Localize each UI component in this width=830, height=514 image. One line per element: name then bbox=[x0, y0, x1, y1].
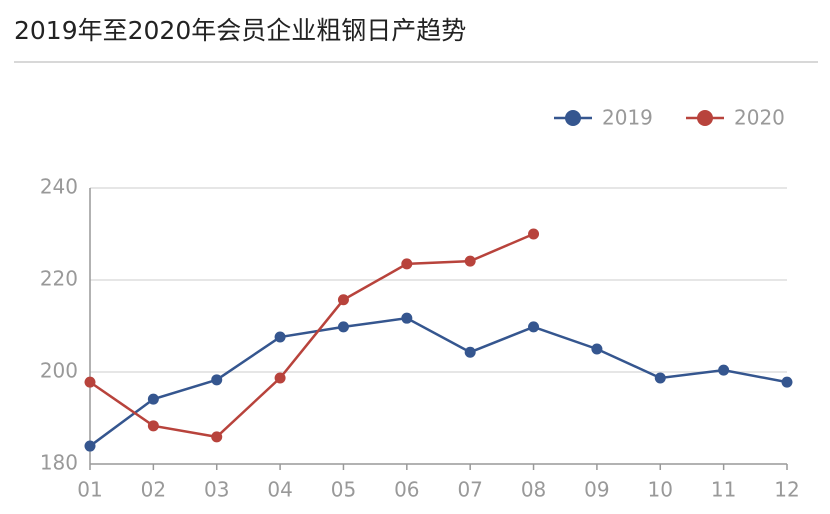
data-point bbox=[211, 374, 223, 386]
data-point bbox=[84, 376, 96, 388]
x-tick-label: 05 bbox=[331, 478, 356, 502]
y-tick-label: 180 bbox=[40, 451, 78, 475]
x-tick-label: 11 bbox=[711, 478, 736, 502]
data-point bbox=[274, 331, 286, 343]
legend-marker bbox=[697, 110, 713, 126]
data-point bbox=[84, 440, 96, 452]
data-point bbox=[528, 228, 540, 240]
x-tick-label: 08 bbox=[521, 478, 546, 502]
y-tick-label: 200 bbox=[40, 359, 78, 383]
x-tick-label: 01 bbox=[77, 478, 102, 502]
data-point bbox=[528, 321, 540, 333]
x-tick-label: 06 bbox=[394, 478, 419, 502]
x-tick-label: 10 bbox=[648, 478, 673, 502]
data-point bbox=[147, 420, 159, 432]
legend-label: 2020 bbox=[734, 106, 785, 130]
x-tick-label: 02 bbox=[141, 478, 166, 502]
series-line bbox=[89, 316, 788, 448]
x-tick-label: 03 bbox=[204, 478, 229, 502]
data-point bbox=[781, 376, 793, 388]
data-point bbox=[211, 431, 223, 443]
data-point bbox=[401, 312, 413, 324]
data-point bbox=[464, 346, 476, 358]
data-point bbox=[464, 255, 476, 267]
data-point bbox=[274, 372, 286, 384]
data-point bbox=[337, 321, 349, 333]
x-tick-label: 09 bbox=[584, 478, 609, 502]
data-point bbox=[591, 343, 603, 355]
chart-title: 2019年至2020年会员企业粗钢日产趋势 bbox=[14, 16, 466, 45]
x-tick-label: 12 bbox=[774, 478, 799, 502]
data-point bbox=[337, 294, 349, 306]
data-point bbox=[654, 372, 666, 384]
x-tick-label: 07 bbox=[457, 478, 482, 502]
data-point bbox=[718, 364, 730, 376]
data-point bbox=[147, 393, 159, 405]
data-point bbox=[401, 258, 413, 270]
legend-marker bbox=[565, 110, 581, 126]
y-tick-label: 240 bbox=[40, 175, 78, 199]
y-tick-label: 220 bbox=[40, 267, 78, 291]
series-line bbox=[89, 232, 535, 439]
x-tick-label: 04 bbox=[267, 478, 292, 502]
legend-label: 2019 bbox=[602, 106, 653, 130]
